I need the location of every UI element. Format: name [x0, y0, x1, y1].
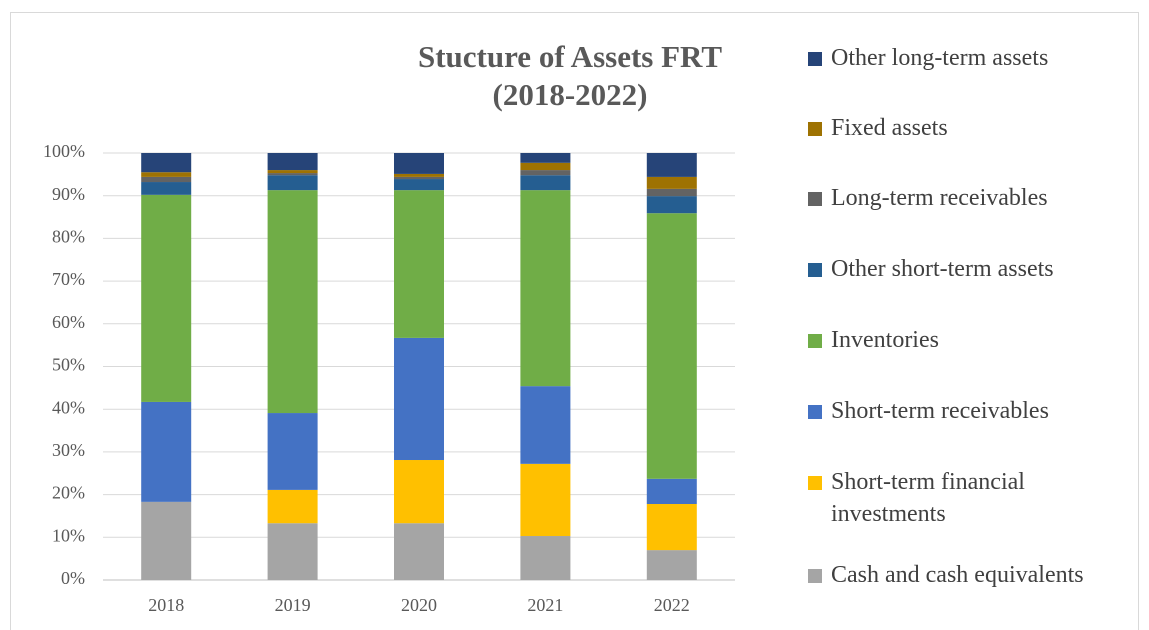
legend-item: Short-term financial investments: [808, 466, 1128, 530]
bar-segment: [394, 176, 444, 180]
bar-segment: [520, 162, 571, 171]
bar-segment: [520, 190, 571, 387]
bar-segment: [520, 170, 571, 176]
chart-title: Stucture of Assets FRT (2018-2022): [417, 39, 723, 112]
bar-segment: [267, 153, 318, 171]
x-tick-label: 2021: [527, 595, 563, 615]
legend-item: Other short-term assets: [808, 253, 1128, 285]
bar-segment: [267, 413, 318, 490]
frame: [10, 12, 1139, 630]
bar-segment: [520, 536, 571, 580]
bar-segment: [394, 523, 444, 580]
legend-label: Short-term receivables: [831, 398, 1049, 424]
y-tick-label: 10%: [52, 525, 85, 545]
legend-swatch: [808, 334, 822, 348]
x-tick-label: 2018: [148, 595, 184, 615]
y-tick-label: 20%: [52, 483, 85, 503]
bar-segment: [141, 153, 192, 173]
legend-swatch: [808, 192, 822, 206]
legend-swatch: [808, 405, 822, 419]
y-tick-label: 60%: [52, 312, 85, 332]
bar-segment: [267, 170, 318, 174]
y-tick-label: 90%: [52, 184, 85, 204]
bar-segment: [267, 173, 318, 176]
bar-segment: [394, 337, 444, 461]
bar-segment: [141, 182, 192, 195]
legend-item: Fixed assets: [808, 112, 1128, 144]
y-tick-label: 70%: [52, 269, 85, 289]
x-tick-label: 2019: [275, 595, 311, 615]
bar-segment: [394, 153, 444, 174]
x-tick-label: 2020: [401, 595, 437, 615]
y-tick-label: 80%: [52, 227, 85, 247]
bar-segment: [646, 188, 697, 197]
bar-segment: [646, 213, 697, 479]
bar-segment: [141, 172, 192, 177]
bar-segment: [267, 175, 318, 191]
legend-item: Short-term receivables: [808, 395, 1128, 427]
legend-swatch: [808, 122, 822, 136]
bar-segment: [646, 153, 697, 177]
legend-label: Inventories: [831, 327, 939, 353]
legend-label: Other long-term assets: [831, 45, 1049, 71]
legend-item: Other long-term assets: [808, 42, 1128, 74]
bar-segment: [646, 550, 697, 580]
legend-swatch: [808, 476, 822, 490]
bar-segment: [646, 196, 697, 214]
y-tick-label: 0%: [61, 568, 85, 588]
legend-label: Short-term financial investments: [831, 469, 1025, 527]
bar-segment: [646, 503, 697, 551]
bar-segment: [394, 190, 444, 338]
legend-label: Fixed assets: [831, 115, 948, 141]
y-tick-label: 50%: [52, 355, 85, 375]
y-tick-label: 40%: [52, 397, 85, 417]
x-tick-label: 2022: [654, 595, 690, 615]
y-tick-label: 30%: [52, 440, 85, 460]
y-tick-label: 100%: [43, 141, 85, 161]
legend-label: Long-term receivables: [831, 185, 1048, 211]
legend-label: Other short-term assets: [831, 256, 1054, 282]
legend-item: Cash and cash equivalents: [808, 559, 1128, 591]
bar-segment: [267, 489, 318, 524]
legend-swatch: [808, 52, 822, 66]
bar-segment: [267, 190, 318, 414]
bar-segment: [141, 194, 192, 402]
bar-segment: [520, 386, 571, 464]
bar-segment: [520, 175, 571, 191]
bar-segment: [646, 176, 697, 189]
legend-swatch: [808, 569, 822, 583]
bar-segment: [646, 478, 697, 504]
bar-segment: [141, 401, 192, 502]
bar-segment: [394, 179, 444, 191]
bar-segment: [520, 153, 571, 163]
legend-label: Cash and cash equivalents: [831, 562, 1084, 588]
bar-segment: [141, 501, 192, 580]
legend-swatch: [808, 263, 822, 277]
bar-segment: [267, 523, 318, 580]
bar-segment: [394, 460, 444, 524]
bar-segment: [520, 463, 571, 537]
bar-segment: [141, 176, 192, 183]
legend-item: Long-term receivables: [808, 182, 1128, 214]
legend-item: Inventories: [808, 324, 1128, 356]
bar-segment: [394, 173, 444, 177]
